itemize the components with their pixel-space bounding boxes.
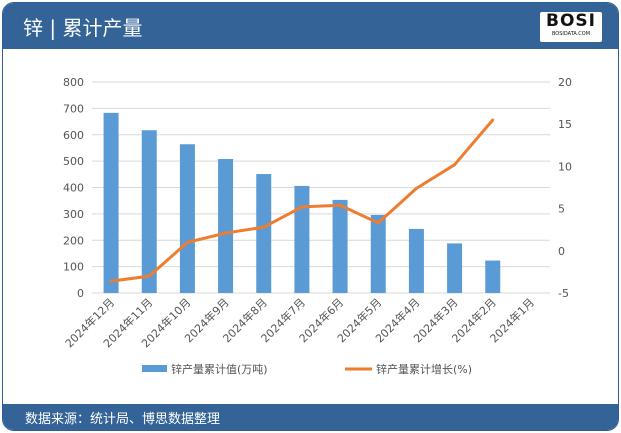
- y-left-tick: 500: [63, 155, 84, 168]
- legend-line-label: 锌产量累计增长(%): [376, 362, 472, 376]
- bar: [447, 243, 463, 293]
- bar: [256, 174, 272, 293]
- line-point: [109, 279, 113, 283]
- line-point: [147, 274, 151, 278]
- footer: 数据来源：统计局、博思数据整理: [3, 404, 618, 430]
- bar: [141, 130, 157, 293]
- chart: 0100200300400500600700800-5051015202024年…: [62, 76, 572, 376]
- y-left-tick: 600: [63, 129, 84, 142]
- bar: [218, 159, 234, 293]
- line-point: [224, 231, 228, 235]
- line-point: [414, 186, 418, 190]
- y-left-tick: 700: [63, 102, 84, 115]
- y-left-tick: 200: [63, 234, 84, 247]
- y-left-tick: 400: [63, 182, 84, 195]
- y-left-tick: 800: [63, 76, 84, 89]
- source-note: 数据来源：统计局、博思数据整理: [25, 412, 221, 427]
- y-right-tick: 15: [558, 118, 572, 131]
- legend-bar-swatch: [142, 365, 167, 372]
- bar: [103, 112, 119, 293]
- bar: [294, 185, 310, 293]
- header: 锌 | 累计产量 BOSI BOSIDATA.COM: [3, 3, 618, 49]
- line-point: [262, 225, 266, 229]
- line-point: [453, 163, 457, 167]
- bar: [408, 228, 424, 293]
- line-point: [300, 205, 304, 209]
- page-title: 锌 | 累计产量: [23, 16, 143, 40]
- y-right-tick: 5: [558, 203, 565, 216]
- line-point: [338, 203, 342, 207]
- y-right-tick: -5: [558, 287, 569, 300]
- y-right-tick: 10: [558, 160, 572, 173]
- bar: [370, 214, 386, 293]
- bar: [332, 199, 348, 293]
- line-point: [185, 240, 189, 244]
- bosi-logo: BOSI BOSIDATA.COM: [540, 12, 602, 42]
- legend-bar-label: 锌产量累计值(万吨): [171, 362, 268, 376]
- y-left-tick: 0: [77, 287, 84, 300]
- y-right-tick: 20: [558, 76, 572, 89]
- bar: [179, 144, 195, 293]
- y-right-tick: 0: [558, 245, 565, 258]
- y-left-tick: 300: [63, 208, 84, 221]
- line-point: [376, 221, 380, 225]
- bar: [485, 260, 501, 293]
- line-point: [491, 118, 495, 122]
- y-left-tick: 100: [63, 261, 84, 274]
